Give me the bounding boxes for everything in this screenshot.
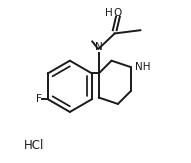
Text: HCl: HCl (23, 139, 44, 152)
Text: H: H (105, 8, 113, 18)
Text: O: O (114, 8, 122, 18)
Text: N: N (95, 42, 103, 52)
Text: NH: NH (135, 62, 150, 72)
Text: F: F (36, 94, 42, 104)
